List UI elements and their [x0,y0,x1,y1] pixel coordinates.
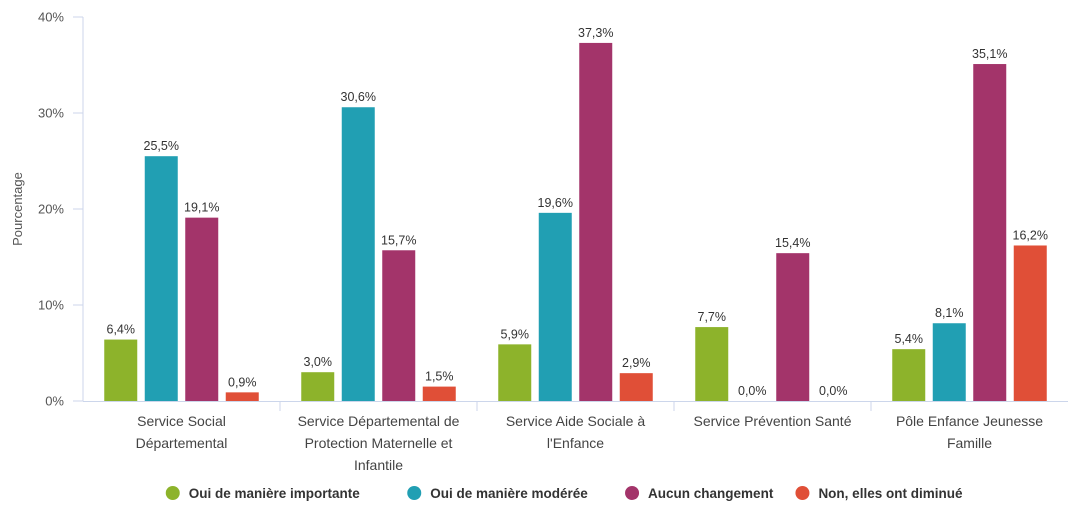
bar[interactable] [301,372,335,401]
legend-label: Non, elles ont diminué [818,486,963,501]
data-label: 3,0% [304,355,333,369]
x-category-label: Service Départemental de Protection Mater… [298,413,460,473]
data-label: 37,3% [578,26,613,40]
bar[interactable] [185,217,219,401]
data-label: 19,6% [538,196,573,210]
data-label: 35,1% [972,47,1007,61]
legend-item[interactable]: Aucun changement [625,486,774,501]
x-category-label: Service Social Départemental [136,413,228,451]
x-category-label: Service Prévention Santé [694,413,852,429]
data-label: 0,0% [819,384,848,398]
bar[interactable] [892,349,926,401]
data-label: 15,4% [775,236,810,250]
bar[interactable] [382,250,416,401]
legend-marker [625,486,640,500]
bar[interactable] [104,339,138,401]
data-label: 7,7% [698,310,727,324]
data-label: 1,5% [425,370,454,384]
x-category-label: Pôle Enfance Jeunesse Famille [896,413,1043,451]
data-label: 5,4% [895,332,924,346]
data-label: 6,4% [107,323,136,337]
y-tick-label: 10% [38,298,64,313]
legend-item[interactable]: Oui de manière modérée [407,486,588,501]
bar[interactable] [973,64,1007,401]
data-label: 15,7% [381,233,416,247]
bar[interactable] [579,42,613,402]
legend-marker [165,486,180,500]
data-label: 30,6% [341,90,376,104]
data-labels-layer: 6,4% 25,5% 19,1% 0,9% 3,0% 30,6% 15,7% 1,5% 5,9%… [107,26,1048,398]
y-tick-label: 40% [38,10,64,25]
bar[interactable] [225,392,259,401]
bar[interactable] [932,323,966,401]
bar[interactable] [538,212,572,401]
data-label: 25,5% [144,139,179,153]
y-tick-label: 0% [45,394,64,409]
data-label: 8,1% [935,306,964,320]
legend-marker [407,486,422,500]
data-label: 2,9% [622,356,651,370]
axes-layer: 0% 10% 20% 30% 40% Pourcentage Service Social D… [10,10,1068,473]
legend-marker [795,486,810,500]
data-label: 19,1% [184,201,219,215]
legend-label: Aucun changement [648,486,774,501]
legend-label: Oui de manière modérée [430,486,588,501]
y-tick-label: 30% [38,106,64,121]
y-tick-label: 20% [38,202,64,217]
data-label: 16,2% [1013,228,1048,242]
bar[interactable] [144,156,178,401]
bar[interactable] [1013,245,1047,401]
bar[interactable] [776,253,810,401]
legend[interactable]: Oui de manière importante Oui de manière … [165,486,963,501]
data-label: 0,0% [738,384,767,398]
bar[interactable] [498,344,532,401]
bar[interactable] [619,373,653,401]
bar[interactable] [695,327,729,401]
bar[interactable] [341,107,375,402]
data-label: 5,9% [501,327,530,341]
legend-item[interactable]: Oui de manière importante [165,486,361,501]
x-category-label: Service Aide Sociale à l'Enfance [506,413,646,451]
bar[interactable] [422,386,456,401]
legend-label: Oui de manière importante [189,486,361,501]
legend-item[interactable]: Non, elles ont diminué [795,486,963,501]
data-label: 0,9% [228,375,257,389]
y-axis-title: Pourcentage [10,172,25,246]
bars-layer [104,42,1047,402]
